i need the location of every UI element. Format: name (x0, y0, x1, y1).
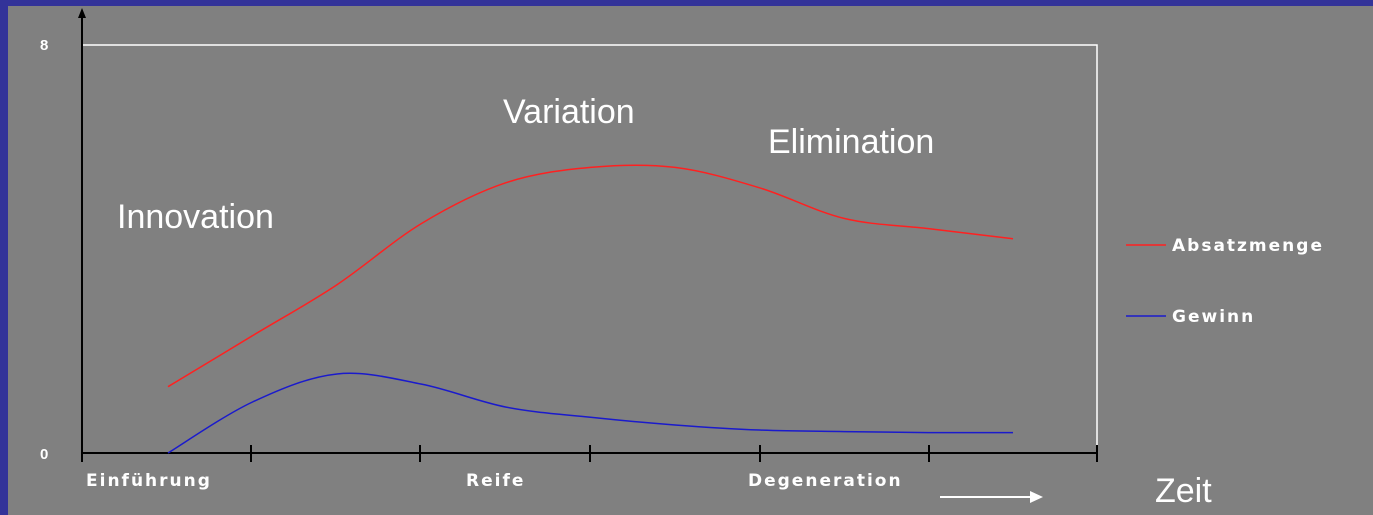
annotation-variation: Variation (503, 93, 635, 131)
annotation-innovation: Innovation (117, 198, 274, 236)
legend-label-gewinn: Gewinn (1172, 307, 1255, 327)
slide-background (8, 6, 1373, 515)
time-arrow-icon (1030, 491, 1043, 503)
y-axis-arrow (78, 8, 86, 18)
x-axis-ticks (81, 445, 1098, 462)
y-tick-label-max: 8 (40, 37, 48, 54)
legend: Absatzmenge Gewinn (1126, 236, 1324, 327)
category-label-reife: Reife (466, 471, 525, 491)
legend-label-absatzmenge: Absatzmenge (1172, 236, 1324, 256)
time-axis-label: Zeit (1155, 472, 1212, 510)
category-label-einfuehrung: Einführung (86, 471, 212, 491)
series-line-absatzmenge (167, 164, 1014, 388)
category-label-degeneration: Degeneration (748, 471, 903, 491)
annotation-elimination: Elimination (768, 123, 934, 161)
series-line-gewinn (167, 372, 1014, 454)
y-tick-label-min: 0 (40, 446, 48, 463)
